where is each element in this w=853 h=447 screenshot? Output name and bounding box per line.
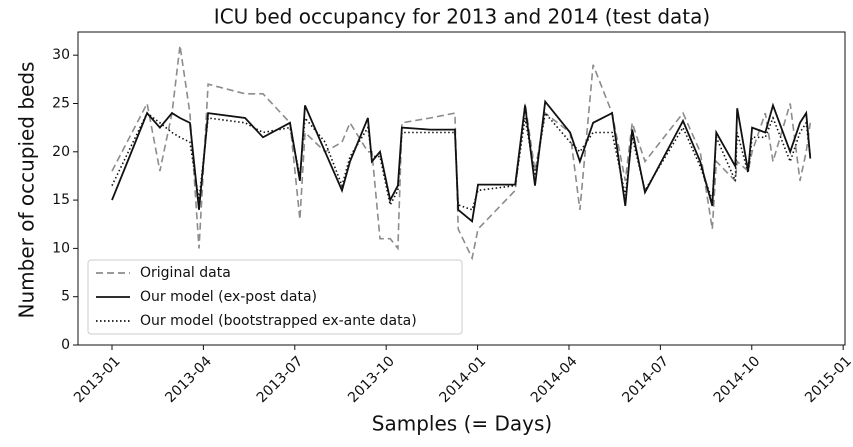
data-line — [111, 111, 812, 211]
legend-label: Our model (ex-post data) — [140, 289, 317, 305]
x-tick-label: 2013-04 — [162, 353, 215, 406]
x-tick-label: 2015-01 — [802, 353, 853, 406]
y-tick-label: 15 — [52, 192, 70, 208]
x-tick-label: 2013-10 — [345, 353, 398, 406]
legend-label: Original data — [140, 265, 231, 281]
y-tick-label: 0 — [61, 337, 70, 353]
legend-box — [87, 259, 463, 335]
y-tick-label: 5 — [61, 289, 70, 305]
x-tick-label: 2014-01 — [437, 353, 490, 406]
legend-label: Our model (bootstrapped ex-ante data) — [140, 313, 417, 329]
y-tick-label: 10 — [52, 240, 70, 256]
x-tick-label: 2013-01 — [71, 353, 124, 406]
x-tick-label: 2014-10 — [711, 353, 764, 406]
plot-frame — [77, 31, 846, 346]
data-line — [111, 99, 812, 223]
x-tick-label: 2014-04 — [528, 353, 581, 406]
chart-title: ICU bed occupancy for 2013 and 2014 (tes… — [214, 5, 710, 29]
x-axis-label: Samples (= Days) — [372, 412, 552, 436]
y-tick-label: 25 — [52, 95, 70, 111]
y-tick-label: 20 — [52, 144, 70, 160]
y-axis-label: Number of occupied beds — [15, 62, 39, 319]
y-tick-label: 30 — [52, 47, 70, 63]
data-line — [111, 45, 812, 261]
x-tick-label: 2014-07 — [619, 353, 672, 406]
x-tick-label: 2013-07 — [254, 353, 307, 406]
